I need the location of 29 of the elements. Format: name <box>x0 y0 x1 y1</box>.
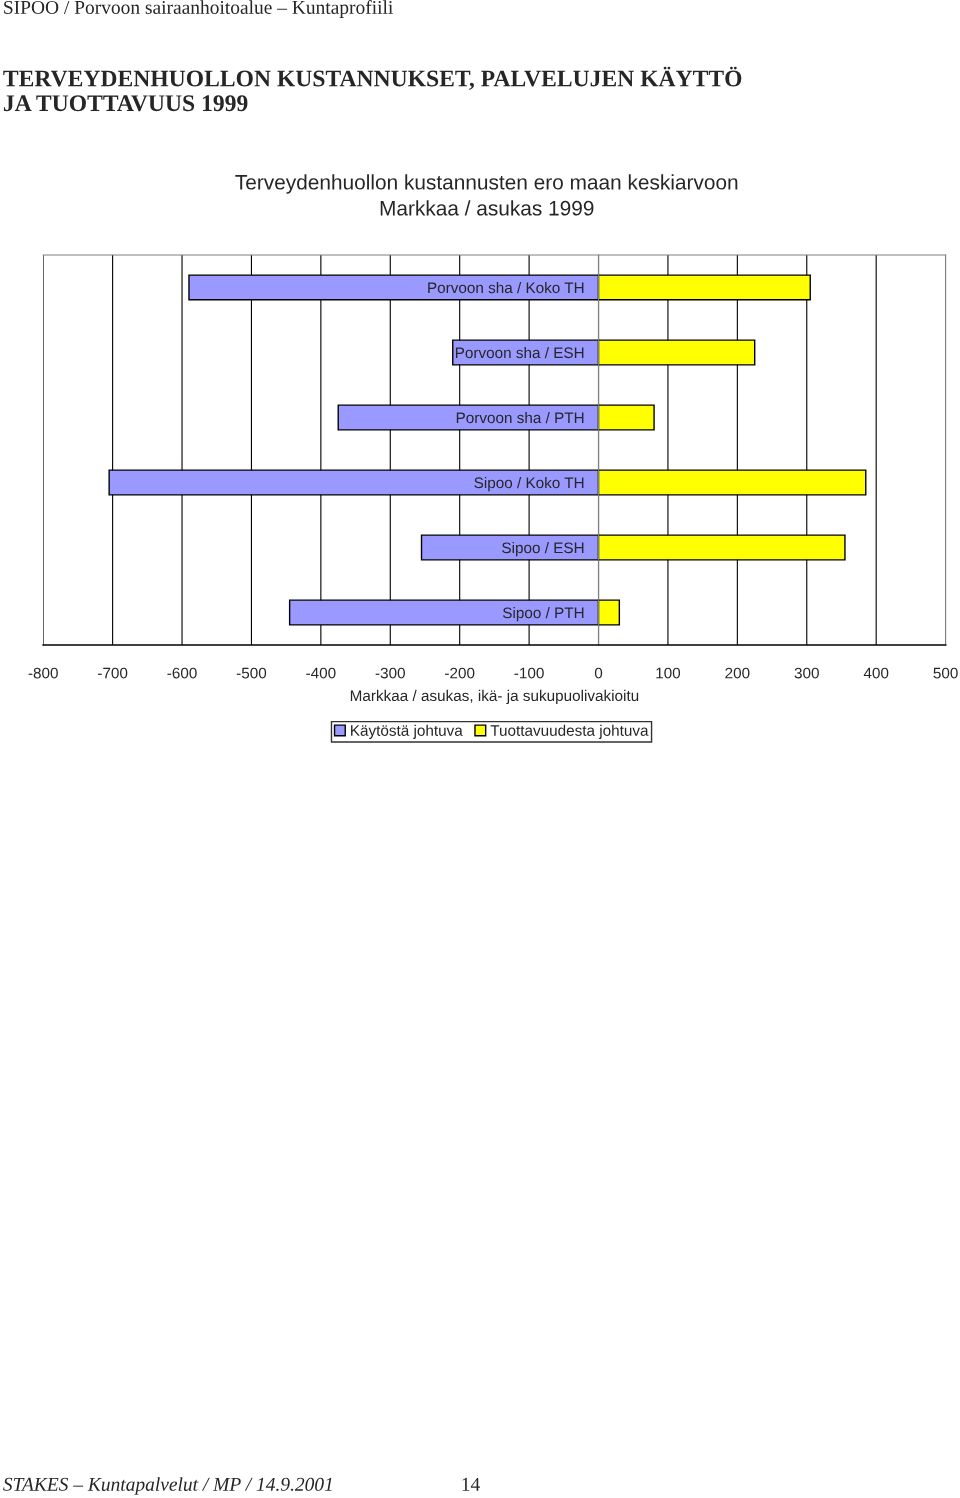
x-axis-title: Markkaa / asukas, ikä- ja sukupuolivakioitu <box>350 689 639 705</box>
x-tick-label: -600 <box>167 667 197 679</box>
text: 14 <box>462 1477 480 1491</box>
text: STAKES – Kuntapalvelut / MP / 14.9.2001 <box>3 1477 332 1495</box>
text: SIPOO / Porvoon sairaanhoitoalue – Kuntaprofiili <box>4 0 393 18</box>
y-tick-label: Porvoon sha / Koko TH <box>428 281 584 294</box>
x-tick-label: -200 <box>445 667 475 679</box>
x-tick-label: -300 <box>375 667 405 679</box>
x-tick-label: -500 <box>236 667 267 679</box>
legend-label: Tuottavuudesta johtuva <box>490 724 649 739</box>
y-tick-label: Sipoo / PTH <box>502 607 584 622</box>
y-tick-label: Sipoo / ESH <box>502 541 584 557</box>
x-tick-label: -700 <box>98 667 128 679</box>
chart-subtitle: Markkaa / asukas 1999 <box>380 200 594 216</box>
y-tick-label: Sipoo / Koko TH <box>474 476 584 492</box>
x-tick-label: 400 <box>863 667 889 679</box>
y-tick-label: Porvoon sha / PTH <box>456 411 584 424</box>
x-tick-label: 200 <box>725 667 750 679</box>
x-tick-label: 300 <box>794 667 819 679</box>
x-tick-label: -100 <box>514 667 544 679</box>
x-tick-label: 500 <box>933 667 958 679</box>
legend-label: Käytöstä johtuva <box>351 724 463 739</box>
x-tick-label: -800 <box>28 667 58 679</box>
chart-title: Terveydenhuollon kustannusten ero maan keskiarvoon <box>235 174 738 194</box>
x-tick-label: 100 <box>656 667 681 679</box>
x-tick-label: 0 <box>594 667 603 679</box>
x-tick-label: -400 <box>306 667 336 679</box>
y-tick-label: Porvoon sha / ESH <box>455 346 584 359</box>
text: TERVEYDENHUOLLON KUSTANNUKSET, PALVELUJEN KÄYTTÖ JA TUOTTAVUUS 1999 <box>3 66 742 112</box>
